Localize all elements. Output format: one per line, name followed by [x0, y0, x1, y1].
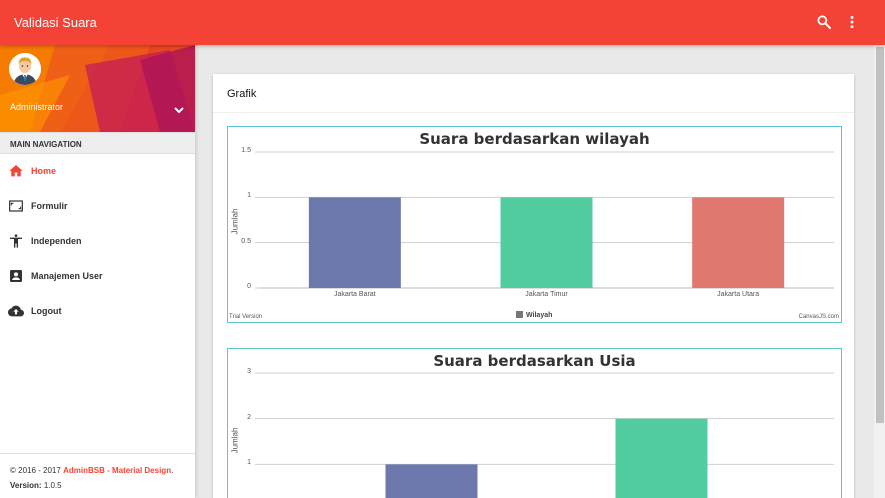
chart-title: Suara berdasarkan wilayah: [419, 130, 650, 148]
chart-wilayah-canvas: [255, 151, 834, 289]
y-tick-label: 1.5: [241, 147, 251, 154]
y-axis-label: Jumlah: [230, 208, 240, 235]
y-tick-label: 0: [247, 283, 251, 290]
sidebar-item-home[interactable]: Home: [0, 156, 195, 186]
sidebar-item-label: Manajemen User: [31, 271, 103, 281]
form-icon: [9, 200, 23, 212]
card-title: Grafik: [227, 88, 257, 100]
sidebar-footer: © 2016 - 2017 AdminBSB - Material Design…: [0, 453, 195, 498]
bar: [692, 197, 785, 288]
canvasjs-credit[interactable]: CanvasJS.com: [798, 314, 839, 320]
y-tick-label: 1: [247, 459, 251, 467]
user-name: Administrator: [10, 102, 64, 112]
user-info-panel: Administrator: [0, 45, 195, 132]
sidebar-item-label: Formulir: [31, 201, 68, 211]
more-vert-icon[interactable]: [844, 14, 860, 30]
scrollbar-thumb[interactable]: [876, 47, 884, 423]
copyright-line: © 2016 - 2017 AdminBSB - Material Design…: [10, 463, 195, 478]
sidebar-item-label: Home: [31, 166, 57, 176]
legend-label: Wilayah: [526, 312, 553, 319]
y-axis-label: Jumlah: [230, 427, 240, 454]
sidebar-item-manajemen-user[interactable]: Manajemen User: [0, 261, 195, 291]
bar: [385, 464, 478, 498]
card-header: Grafik: [213, 74, 854, 113]
brand-link[interactable]: AdminBSB - Material Design: [63, 466, 172, 475]
grafik-card: Grafik Suara berdasarkan wilayah Jumlah …: [213, 74, 854, 498]
chart-legend[interactable]: Wilayah: [516, 311, 552, 319]
bar: [500, 197, 593, 288]
x-tick-label: Jakarta Timur: [525, 291, 568, 298]
sidebar-item-label: Independen: [31, 236, 82, 246]
legend-swatch: [516, 311, 523, 318]
user-avatar-icon: [9, 53, 41, 85]
home-icon: [9, 165, 23, 177]
y-tick-label: 1: [247, 192, 251, 200]
y-tick-label: 0.5: [241, 237, 251, 245]
chart-usia: Suara berdasarkan Usia Jumlah 1 2 3: [227, 348, 842, 498]
x-tick-label: Jakarta Barat: [334, 291, 376, 298]
search-icon[interactable]: [816, 14, 832, 30]
top-navbar: Validasi Suara: [0, 0, 885, 45]
sidebar: Administrator MAIN NAVIGATION Home Formu…: [0, 45, 195, 498]
brand-suffix: .: [171, 466, 174, 475]
chart-usia-canvas: [255, 372, 834, 498]
trial-watermark: Trial Version: [229, 314, 263, 320]
nav-header: MAIN NAVIGATION: [0, 132, 195, 154]
cloud-upload-icon: [8, 305, 24, 317]
sidebar-item-logout[interactable]: Logout: [0, 296, 195, 326]
bar: [308, 197, 401, 288]
sidebar-item-label: Logout: [31, 306, 62, 316]
bar: [615, 418, 708, 498]
app-title[interactable]: Validasi Suara: [14, 15, 97, 30]
version-line: Version: 1.0.5: [10, 478, 195, 493]
chart-wilayah: Suara berdasarkan wilayah Jumlah Wilayah…: [227, 126, 842, 323]
x-tick-label: Jakarta Utara: [717, 291, 760, 298]
person-icon: [10, 234, 22, 248]
sidebar-item-independen[interactable]: Independen: [0, 226, 195, 256]
chevron-down-icon[interactable]: [173, 106, 185, 114]
sidebar-item-formulir[interactable]: Formulir: [0, 191, 195, 221]
copyright-text: © 2016 - 2017: [10, 466, 61, 475]
avatar[interactable]: [9, 53, 41, 85]
account-box-icon: [10, 270, 22, 282]
chart-title: Suara berdasarkan Usia: [433, 352, 636, 370]
y-tick-label: 2: [247, 413, 251, 421]
version-label: Version:: [10, 481, 42, 490]
y-tick-label: 3: [247, 368, 251, 375]
version-number: 1.0.5: [43, 481, 62, 490]
